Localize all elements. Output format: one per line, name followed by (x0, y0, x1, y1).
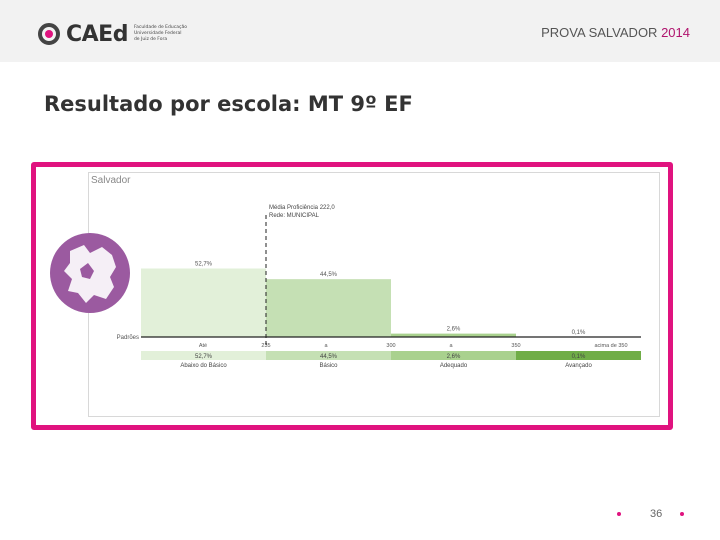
mean-proficiency-label: Média Proficiência 222,0 (269, 205, 335, 211)
event-title: PROVA SALVADOR 2014 (541, 25, 690, 40)
legend-swatch-1 (141, 351, 266, 360)
place-label: Salvador (91, 175, 131, 186)
tick-label-6: 350 (511, 343, 520, 349)
network-label: Rede: MUNICIPAL (269, 213, 320, 219)
bar-2 (266, 279, 391, 337)
page-number: 36 (650, 508, 663, 520)
category-label-3: Adequado (440, 363, 468, 369)
legend-swatch-2 (266, 351, 391, 360)
category-label-4: Avançado (565, 363, 592, 369)
tick-label-7: acima de 350 (594, 343, 627, 349)
salvador-map-icon (64, 245, 116, 303)
legend-value-3: 2,6% (447, 354, 461, 360)
tick-label-3: a (324, 343, 328, 349)
legend-value-4: 0,1% (572, 354, 586, 360)
legend-swatch-3 (391, 351, 516, 360)
result-frame: Salvador 52,7% 44,5% 2,6% 0,1% Padrões Até 235… (31, 162, 673, 430)
tick-label-2: 235 (261, 343, 270, 349)
header-bar: CAEd Faculdade de Educação Universidade … (0, 0, 720, 62)
event-name: PROVA SALVADOR (541, 25, 658, 40)
map-badge (50, 233, 130, 313)
proficiency-chart: 52,7% 44,5% 2,6% 0,1% Padrões Até 235 a 300 a 350 a… (117, 205, 641, 369)
tick-label-4: 300 (386, 343, 395, 349)
caed-logo: CAEd Faculdade de Educação Universidade … (38, 21, 187, 47)
brand-name: CAEd (66, 21, 128, 47)
footer-bullet-right (680, 512, 684, 516)
legend-value-1: 52,7% (195, 354, 213, 360)
bar-value-label-2: 44,5% (320, 272, 338, 278)
footer-bullet-left (617, 512, 621, 516)
brand-subtitle-line-2: Universidade Federal (133, 31, 182, 36)
tick-label-1: Até (199, 343, 207, 349)
caed-logo-icon (38, 23, 60, 45)
footer: 36 (0, 500, 720, 530)
brand-subtitle-line-3: de Juiz de Fora (133, 37, 168, 42)
bar-3 (391, 333, 516, 337)
brand-subtitle: Faculdade de Educação Universidade Feder… (134, 25, 187, 43)
bar-1 (141, 268, 266, 337)
tick-label-5: a (449, 343, 453, 349)
legend-swatch-4 (516, 351, 641, 360)
brand-subtitle-line-1: Faculdade de Educação (133, 25, 187, 30)
bar-value-label-4: 0,1% (572, 330, 586, 336)
event-year: 2014 (661, 25, 690, 40)
axis-label: Padrões (117, 335, 139, 341)
legend-value-2: 44,5% (320, 354, 338, 360)
category-label-2: Básico (319, 363, 338, 369)
slide-title: Resultado por escola: MT 9º EF (44, 92, 413, 116)
bar-value-label-3: 2,6% (447, 327, 461, 333)
bar-value-label-1: 52,7% (195, 261, 213, 267)
category-label-1: Abaixo do Básico (180, 363, 227, 369)
